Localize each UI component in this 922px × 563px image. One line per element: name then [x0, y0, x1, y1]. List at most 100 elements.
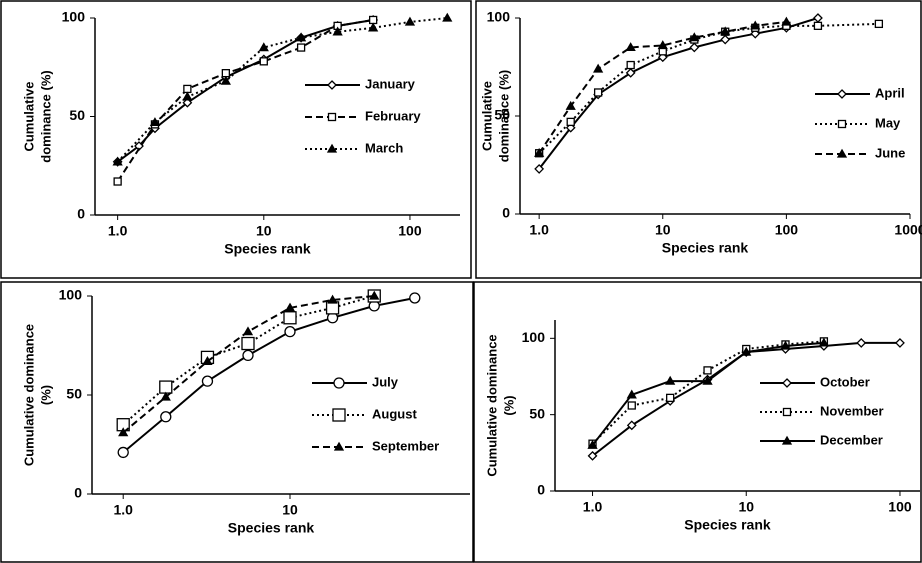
marker	[202, 356, 213, 365]
marker	[368, 22, 379, 32]
x-tick-label: 1.0	[529, 222, 549, 238]
x-tick-label: 100	[398, 223, 422, 239]
panel: 0 50 100 1.0 10 100 Species rank Cumulative domi…	[0, 0, 472, 279]
x-tick-label: 100	[775, 222, 799, 238]
marker	[665, 375, 676, 385]
marker	[813, 21, 823, 30]
legend-label: April	[875, 85, 905, 100]
marker	[627, 401, 636, 410]
marker	[720, 26, 731, 36]
marker	[625, 67, 636, 78]
marker	[284, 302, 296, 312]
y-tick-label: 100	[59, 287, 83, 303]
y-tick-label: 50	[494, 107, 510, 123]
marker	[149, 117, 161, 127]
panel-border	[0, 0, 472, 279]
legend-marker	[327, 80, 337, 90]
y-tick-label: 0	[537, 482, 545, 498]
legend-marker	[836, 148, 848, 158]
marker	[626, 420, 637, 431]
marker	[534, 147, 545, 157]
marker	[587, 450, 598, 461]
x-tick-label: 1.0	[108, 223, 128, 239]
marker	[534, 164, 545, 174]
legend-label: October	[820, 374, 870, 389]
x-tick-label: 1.0	[113, 502, 133, 518]
panel-border	[473, 281, 922, 563]
marker	[404, 16, 416, 26]
y-tick-label: 0	[77, 206, 85, 222]
x-tick-label: 10	[282, 502, 298, 518]
marker	[626, 60, 635, 70]
panel-border	[0, 281, 474, 563]
legend-marker	[333, 377, 345, 389]
marker	[813, 13, 823, 23]
marker	[113, 177, 122, 186]
marker	[284, 325, 296, 338]
marker	[118, 427, 129, 437]
y-axis-label: Cumulative dominance	[484, 334, 499, 476]
marker	[895, 337, 905, 348]
legend-label: August	[372, 406, 417, 421]
legend-marker	[781, 435, 793, 445]
legend-marker	[782, 407, 792, 417]
marker	[182, 91, 193, 101]
legend-marker	[837, 119, 847, 129]
y-axis-label: (%)	[38, 385, 53, 405]
x-tick-label: 1000	[894, 222, 922, 238]
marker	[369, 290, 380, 300]
marker	[259, 57, 268, 66]
panel: 0 50 100 1.0 10 100 Species rank Cumulative dom…	[473, 281, 922, 563]
marker	[368, 15, 378, 25]
legend-label: September	[372, 438, 439, 453]
y-tick-label: 100	[522, 329, 546, 345]
legend-label: December	[820, 432, 883, 447]
legend-marker	[333, 441, 345, 451]
series-line	[538, 20, 787, 154]
panel: 0 50 100 1.0 10 100 1000 Species rank Cumulative…	[475, 0, 922, 279]
marker	[720, 34, 731, 45]
series-line	[538, 17, 819, 170]
marker	[283, 311, 297, 325]
legend-marker	[332, 408, 346, 422]
y-axis-label: dominance (%)	[496, 70, 511, 162]
legend-label: June	[875, 145, 905, 160]
marker	[625, 42, 636, 52]
marker	[689, 32, 700, 42]
marker	[689, 42, 700, 53]
series-line	[122, 296, 415, 454]
marker	[856, 337, 867, 348]
marker	[159, 380, 173, 394]
marker	[220, 75, 231, 85]
marker	[565, 100, 576, 110]
legend-label: March	[365, 140, 403, 155]
x-axis-label: Species rank	[228, 520, 315, 536]
panel-border	[475, 0, 922, 279]
y-tick-label: 50	[66, 386, 82, 402]
marker	[409, 292, 421, 304]
x-tick-label: 10	[256, 223, 272, 239]
marker	[325, 301, 340, 315]
series-line	[116, 18, 374, 183]
y-tick-label: 50	[69, 107, 85, 123]
y-axis-label: Cumulative	[479, 81, 494, 151]
marker	[781, 16, 792, 26]
legend-label: February	[365, 108, 421, 123]
x-axis-label: Species rank	[662, 240, 749, 256]
marker	[295, 32, 307, 42]
marker	[702, 375, 713, 385]
series-line	[117, 18, 374, 163]
legend-marker	[326, 143, 338, 153]
x-axis-label: Species rank	[224, 241, 311, 257]
y-axis-label: Cumulative	[21, 81, 36, 151]
marker	[666, 393, 675, 403]
marker	[112, 156, 123, 166]
y-tick-label: 100	[62, 9, 86, 25]
marker	[566, 117, 575, 127]
marker	[117, 446, 129, 459]
legend-marker	[837, 89, 847, 99]
marker	[657, 40, 668, 50]
marker	[258, 42, 269, 52]
x-tick-label: 10	[738, 499, 754, 515]
legend-marker	[782, 378, 792, 388]
